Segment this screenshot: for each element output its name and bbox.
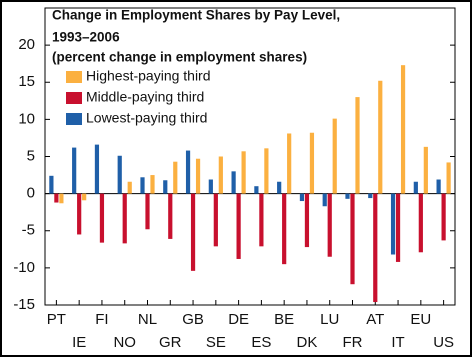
- bar: [72, 147, 77, 194]
- bar: [77, 193, 82, 235]
- legend-label: Middle-paying third: [86, 89, 204, 105]
- x-tick-label: PT: [47, 311, 66, 328]
- bar: [378, 80, 383, 194]
- bar: [231, 171, 236, 194]
- bar: [327, 193, 332, 257]
- bar: [304, 193, 310, 248]
- x-tick-label: NO: [113, 334, 136, 351]
- x-tick-label: IT: [391, 334, 404, 351]
- legend-swatch: [66, 92, 82, 104]
- bar: [218, 156, 223, 194]
- bar: [168, 193, 173, 239]
- bar: [195, 158, 201, 194]
- x-tick-label: GB: [182, 311, 204, 328]
- bar: [355, 97, 360, 194]
- bar: [185, 150, 191, 194]
- x-tick-label: DK: [297, 334, 318, 351]
- bar: [423, 146, 428, 194]
- legend-label: Lowest-paying third: [86, 110, 207, 126]
- bar: [163, 180, 168, 194]
- bar: [373, 193, 378, 303]
- bar: [259, 193, 264, 247]
- x-tick-label: ES: [251, 334, 271, 351]
- bar: [332, 118, 337, 194]
- bar: [322, 193, 327, 207]
- y-tick-label: -5: [22, 222, 35, 239]
- bar: [140, 177, 145, 194]
- bar: [94, 144, 100, 194]
- bar: [287, 133, 292, 194]
- y-tick-label: 20: [18, 36, 35, 53]
- bar: [418, 193, 423, 253]
- bar: [400, 65, 406, 194]
- bar: [82, 193, 87, 201]
- bar: [441, 193, 446, 241]
- bar: [395, 193, 401, 262]
- legend-swatch: [66, 71, 82, 83]
- x-tick-label: DE: [228, 311, 249, 328]
- bar: [390, 193, 396, 255]
- bar: [49, 175, 54, 194]
- x-tick-label: BE: [274, 311, 294, 328]
- bar: [213, 193, 218, 247]
- bar: [446, 162, 451, 194]
- bar: [309, 132, 315, 194]
- bar: [173, 161, 178, 194]
- legend-swatch: [66, 113, 82, 125]
- x-tick-label: IE: [72, 334, 86, 351]
- bar: [122, 193, 127, 244]
- y-tick-label: 0: [27, 185, 35, 202]
- bar: [277, 181, 282, 194]
- bar: [436, 179, 441, 194]
- y-tick-label: -10: [13, 259, 35, 276]
- bar: [99, 193, 105, 243]
- chart-title: Change in Employment Shares by Pay Level…: [52, 8, 340, 23]
- bar: [264, 148, 269, 194]
- x-tick-label: NL: [138, 311, 157, 328]
- x-tick-label: US: [433, 334, 454, 351]
- x-tick-label: LU: [320, 311, 339, 328]
- x-tick-label: SE: [206, 334, 226, 351]
- legend-label: Highest-paying third: [86, 68, 211, 84]
- bar: [282, 193, 287, 265]
- x-tick-label: EU: [410, 311, 431, 328]
- chart-subtitle: (percent change in employment shares): [52, 50, 307, 65]
- bar: [127, 181, 132, 194]
- bar: [254, 186, 259, 194]
- x-tick-label: FR: [343, 334, 363, 351]
- bar: [150, 175, 155, 194]
- bar: [145, 193, 150, 230]
- bar: [299, 193, 305, 202]
- bar: [345, 193, 350, 199]
- bar: [241, 151, 246, 194]
- y-tick-label: -15: [13, 296, 35, 313]
- bar: [236, 193, 241, 259]
- x-tick-label: GR: [159, 334, 182, 351]
- bar: [117, 155, 122, 194]
- x-tick-label: AT: [366, 311, 384, 328]
- chart-title: 1993–2006: [52, 30, 120, 45]
- bar: [208, 179, 213, 194]
- bar: [54, 193, 59, 203]
- y-tick-label: 5: [27, 147, 35, 164]
- x-tick-label: FI: [95, 311, 108, 328]
- bar: [59, 193, 64, 204]
- bar: [413, 181, 418, 194]
- bar: [368, 193, 373, 199]
- y-tick-label: 10: [18, 110, 35, 127]
- y-tick-label: 15: [18, 73, 35, 90]
- bar: [190, 193, 196, 271]
- bar: [350, 193, 355, 285]
